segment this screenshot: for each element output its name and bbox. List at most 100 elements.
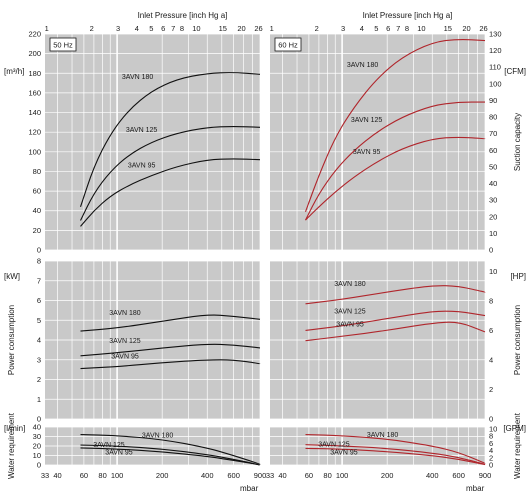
right-tick-suction-1: 10: [489, 229, 497, 238]
left-tick-suction-2: 40: [33, 206, 41, 215]
left-tick-power-5: 5: [37, 316, 41, 325]
x-tick-inhg-60hz-0: 1: [270, 24, 274, 33]
left-tick-power-2: 2: [37, 375, 41, 384]
right-tick-power-0: 0: [489, 415, 493, 424]
x-tick-mbar-50hz-6: 400: [201, 471, 214, 480]
panel-backgrounds: [45, 34, 485, 465]
x-tick-mbar-50hz-0: 33: [41, 471, 49, 480]
left-tick-power-4: 4: [37, 336, 41, 345]
left-tick-water-3: 30: [33, 432, 41, 441]
series-label-suction-60hz-0: 3AVN 180: [347, 62, 378, 69]
x-tick-mbar-60hz-3: 80: [323, 471, 331, 480]
left-tick-power-0: 0: [37, 415, 41, 424]
series-label-power-50hz-1: 3AVN 125: [109, 338, 140, 345]
x-tick-inhg-50hz-0: 1: [45, 24, 49, 33]
series-line-suction-50hz-1: [80, 126, 261, 221]
right-tick-power-1: 2: [489, 385, 493, 394]
x-tick-inhg-50hz-5: 6: [161, 24, 165, 33]
right-tick-suction-5: 50: [489, 162, 497, 171]
right-unit-suction: [CFM]: [504, 67, 526, 76]
x-tick-mbar-50hz-7: 600: [227, 471, 240, 480]
left-tick-suction-4: 80: [33, 167, 41, 176]
left-unit-suction: [m³/h]: [4, 67, 24, 76]
hz-box-60hz: [274, 37, 302, 52]
series-label-water-60hz-2: 3AVN 95: [330, 450, 358, 457]
x-tick-mbar-50hz-8: 900: [254, 471, 267, 480]
series-line-water-60hz-2: [305, 447, 486, 466]
x-tick-inhg-60hz-5: 6: [386, 24, 390, 33]
hz-box-50hz: [49, 37, 77, 52]
left-unit-power: [kW]: [4, 272, 20, 281]
series-line-water-60hz-0: [305, 434, 486, 464]
left-tick-water-0: 0: [37, 461, 41, 470]
x-tick-inhg-50hz-2: 3: [116, 24, 120, 33]
series-label-water-50hz-2: 3AVN 95: [105, 450, 133, 457]
left-tick-suction-9: 180: [28, 69, 41, 78]
right-tick-water-1: 2: [489, 453, 493, 462]
x-tick-inhg-50hz-10: 20: [237, 24, 245, 33]
series-label-water-50hz-0: 3AVN 180: [142, 432, 173, 439]
left-tick-suction-10: 200: [28, 49, 41, 58]
x-tick-mbar-60hz-0: 33: [266, 471, 274, 480]
x-tick-inhg-50hz-7: 8: [180, 24, 184, 33]
x-tick-inhg-50hz-1: 2: [90, 24, 94, 33]
hz-label-50hz: 50 Hz: [53, 41, 73, 50]
right-title-power: Power consumption: [513, 305, 522, 375]
series-label-power-60hz-2: 3AVN 95: [336, 321, 364, 328]
right-tick-suction-13: 130: [489, 30, 502, 39]
x-tick-mbar-50hz-3: 80: [98, 471, 106, 480]
left-tick-water-4: 40: [33, 423, 41, 432]
x-tick-inhg-50hz-9: 15: [219, 24, 227, 33]
series-line-water-50hz-0: [80, 434, 261, 465]
series-label-power-60hz-1: 3AVN 125: [334, 309, 365, 316]
right-tick-water-5: 10: [489, 424, 497, 433]
series-line-power-50hz-0: [80, 314, 261, 332]
left-tick-power-3: 3: [37, 355, 41, 364]
left-tick-power-1: 1: [37, 395, 41, 404]
right-tick-suction-3: 30: [489, 196, 497, 205]
right-tick-power-4: 8: [489, 296, 493, 305]
left-tick-power-6: 6: [37, 296, 41, 305]
right-unit-water: [GPM]: [503, 424, 526, 433]
right-tick-water-2: 4: [489, 446, 493, 455]
series-label-water-60hz-0: 3AVN 180: [367, 432, 398, 439]
left-tick-suction-7: 140: [28, 108, 41, 117]
x-tick-mbar-60hz-4: 100: [336, 471, 349, 480]
x-tick-mbar-50hz-5: 200: [156, 471, 169, 480]
right-tick-suction-12: 120: [489, 46, 502, 55]
x-tick-mbar-60hz-8: 900: [479, 471, 492, 480]
right-tick-suction-9: 90: [489, 96, 497, 105]
series-line-power-60hz-1: [305, 310, 486, 331]
x-tick-mbar-60hz-1: 40: [278, 471, 286, 480]
series-line-suction-60hz-0: [304, 38, 486, 212]
x-tick-inhg-60hz-8: 10: [417, 24, 425, 33]
right-tick-suction-7: 70: [489, 129, 497, 138]
x-tick-inhg-50hz-6: 7: [171, 24, 175, 33]
x-tick-inhg-60hz-4: 5: [374, 24, 378, 33]
series-line-suction-60hz-2: [305, 136, 486, 221]
right-tick-suction-2: 20: [489, 212, 497, 221]
x-tick-inhg-60hz-7: 8: [405, 24, 409, 33]
x-tick-inhg-60hz-3: 4: [360, 24, 364, 33]
series-label-power-60hz-0: 3AVN 180: [334, 281, 365, 288]
x-tick-inhg-60hz-1: 2: [315, 24, 319, 33]
x-tick-inhg-50hz-11: 26: [254, 24, 262, 33]
left-tick-suction-11: 220: [28, 30, 41, 39]
left-tick-water-1: 10: [33, 451, 41, 460]
series-label-suction-50hz-2: 3AVN 95: [128, 162, 156, 169]
left-tick-suction-1: 20: [33, 226, 41, 235]
top-axis-title-50hz: Inlet Pressure [inch Hg a]: [138, 11, 228, 20]
right-title-water: Water requirement: [513, 412, 522, 479]
hz-label-60hz: 60 Hz: [278, 41, 298, 50]
series-label-suction-50hz-1: 3AVN 125: [126, 127, 157, 134]
right-tick-suction-6: 60: [489, 146, 497, 155]
left-tick-power-8: 8: [37, 257, 41, 266]
x-tick-mbar-60hz-6: 400: [426, 471, 439, 480]
plot-area-suction-60hz: [270, 34, 485, 250]
x-tick-inhg-50hz-3: 4: [135, 24, 139, 33]
x-tick-mbar-50hz-2: 60: [80, 471, 88, 480]
series-line-water-60hz-1: [305, 444, 486, 465]
x-tick-mbar-50hz-1: 40: [53, 471, 61, 480]
